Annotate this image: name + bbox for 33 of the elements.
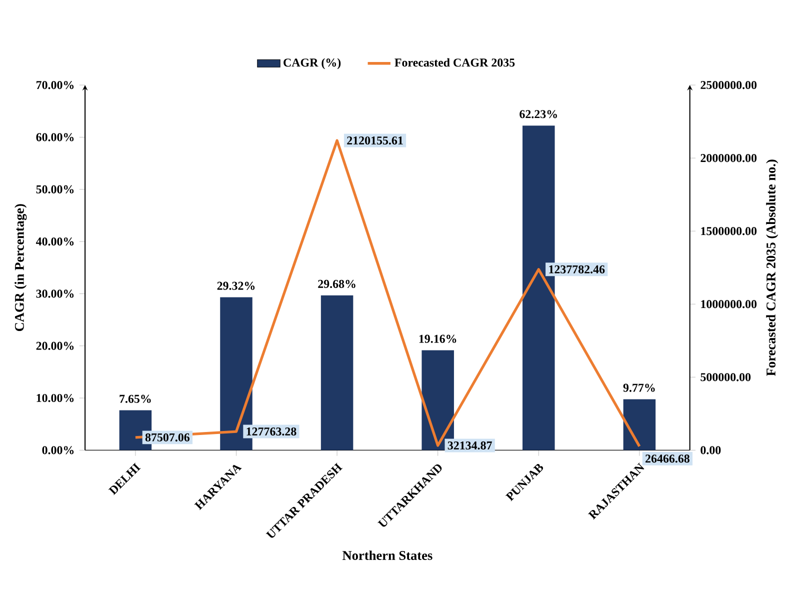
y-tick-label: 70.00% bbox=[36, 80, 74, 90]
data-label: 29.68% bbox=[318, 280, 356, 288]
data-label: 87507.06 bbox=[145, 433, 190, 442]
y2-tick-label: 0.00 bbox=[700, 446, 721, 454]
y2-tick-label: 1000000.00 bbox=[701, 300, 757, 308]
y2-tick-label: 500000.00 bbox=[700, 373, 751, 382]
y2-axis-title: Forecasted CAGR 2035 (Absolute no.) bbox=[766, 160, 778, 376]
data-label: 7.65% bbox=[120, 394, 151, 403]
legend-label: CAGR (%) bbox=[284, 58, 341, 70]
bar bbox=[320, 295, 354, 450]
y-tick-label: 60.00% bbox=[36, 133, 74, 142]
legend-label: Forecasted CAGR 2035 bbox=[394, 58, 515, 67]
y-tick-label: 20.00% bbox=[36, 342, 74, 350]
y2-tick-label: 2000000.00 bbox=[700, 154, 757, 162]
data-label: 9.77% bbox=[623, 384, 655, 392]
y-tick-label: 30.00% bbox=[36, 290, 74, 298]
data-label: 29.32% bbox=[217, 282, 255, 290]
data-label: 1237782.46 bbox=[549, 265, 605, 274]
data-label: 19.16% bbox=[419, 334, 456, 343]
x-axis-title: Northern States bbox=[342, 550, 432, 560]
y-tick-label: 0.00% bbox=[42, 446, 74, 454]
bar bbox=[623, 399, 656, 450]
y-tick-label: 10.00% bbox=[36, 394, 74, 402]
data-label: 127763.28 bbox=[246, 427, 296, 436]
y-axis-title: CAGR (in Percentage) bbox=[14, 204, 27, 331]
y-tick-label: 40.00% bbox=[36, 237, 74, 246]
data-label: 2120155.61 bbox=[347, 136, 403, 145]
data-label: 62.23% bbox=[520, 110, 557, 118]
y2-tick-label: 1500000.00 bbox=[701, 226, 757, 236]
y2-tick-label: 2500000.00 bbox=[700, 80, 757, 90]
y-tick-label: 50.00% bbox=[36, 185, 74, 194]
data-label: 26466.68 bbox=[646, 454, 690, 463]
data-label: 32134.87 bbox=[448, 441, 492, 450]
